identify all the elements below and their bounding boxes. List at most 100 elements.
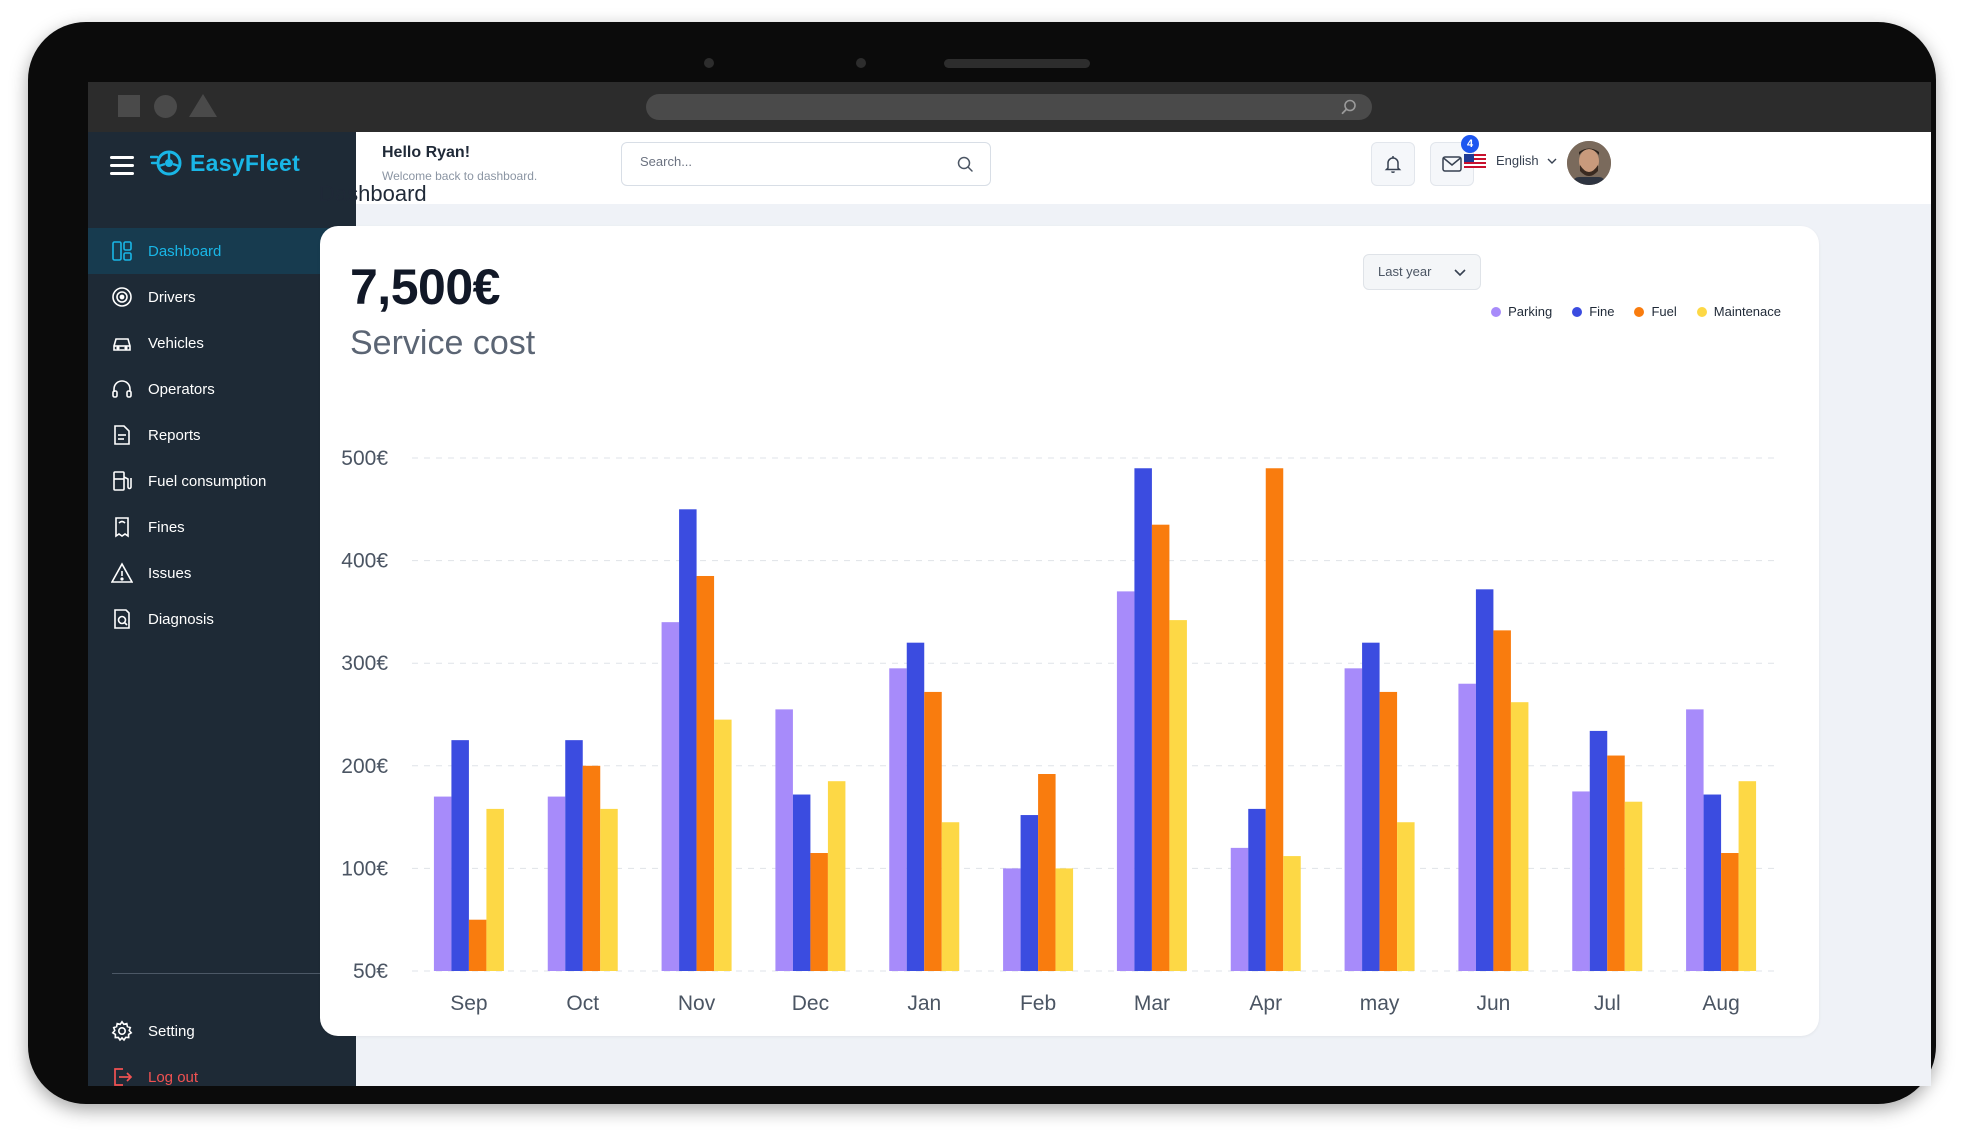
bar-fine-may[interactable] [1362, 642, 1380, 971]
search-input[interactable] [638, 153, 942, 170]
period-select[interactable]: Last year [1363, 254, 1481, 290]
bar-maintenace-jul[interactable] [1624, 801, 1643, 971]
sidebar-item-fines[interactable]: Fines [88, 504, 356, 550]
bar-maintenace-jan[interactable] [941, 822, 960, 971]
bar-parking-jul[interactable] [1572, 791, 1590, 971]
sidebar-item-operators[interactable]: Operators [88, 366, 356, 412]
legend-item-fine[interactable]: Fine [1572, 304, 1614, 319]
service-cost-chart: 50€ 100€ 200€ 300€ 400€ 500€ Sep Oct Nov Dec Jan Fe… [341, 447, 1778, 1015]
bar-fuel-may[interactable] [1379, 691, 1398, 971]
bar-parking-jun[interactable] [1458, 683, 1476, 971]
dashboard-icon [110, 239, 134, 263]
bar-fuel-jul[interactable] [1607, 755, 1625, 971]
avatar[interactable] [1567, 141, 1611, 185]
bar-fuel-nov[interactable] [696, 575, 715, 971]
legend-label: Maintenace [1713, 304, 1781, 319]
square-icon[interactable] [118, 95, 140, 117]
browser-toolbar [88, 82, 1931, 132]
bar-parking-mar[interactable] [1116, 591, 1135, 971]
bar-parking-feb[interactable] [1003, 868, 1021, 971]
legend-label: Fine [1589, 304, 1615, 319]
sidebar-item-label: Vehicles [148, 334, 204, 352]
bar-fine-jul[interactable] [1589, 730, 1608, 971]
bar-fine-jun[interactable] [1475, 589, 1494, 971]
circle-icon[interactable] [154, 95, 177, 118]
bar-fine-apr[interactable] [1248, 808, 1266, 971]
y-tick-label: 300€ [341, 652, 388, 675]
y-tick-label: 50€ [353, 960, 388, 983]
y-tick-label: 100€ [341, 857, 388, 880]
logo[interactable]: EasyFleet [150, 148, 300, 178]
bar-maintenace-oct[interactable] [600, 808, 618, 971]
triangle-icon[interactable] [189, 94, 217, 117]
bar-fine-dec[interactable] [792, 794, 811, 971]
sidebar-item-drivers[interactable]: Drivers [88, 274, 356, 320]
bar-fuel-sep[interactable] [468, 919, 487, 971]
bar-fuel-feb[interactable] [1038, 774, 1056, 971]
bar-maintenace-nov[interactable] [714, 719, 732, 971]
bar-fine-sep[interactable] [451, 740, 469, 971]
bar-maintenace-mar[interactable] [1169, 620, 1187, 971]
bar-maintenace-dec[interactable] [827, 781, 846, 971]
bar-maintenace-apr[interactable] [1283, 856, 1301, 971]
bar-maintenace-feb[interactable] [1055, 868, 1074, 971]
bar-fine-oct[interactable] [565, 740, 583, 971]
sidebar-item-logout[interactable]: Log out [88, 1054, 356, 1086]
bar-fine-mar[interactable] [1134, 468, 1152, 971]
bar-fuel-apr[interactable] [1265, 468, 1284, 971]
speaker-slot [944, 59, 1090, 68]
legend-item-parking[interactable]: Parking [1491, 304, 1552, 319]
bar-parking-jan[interactable] [889, 668, 907, 971]
sidebar-divider [112, 973, 336, 974]
bar-maintenace-aug[interactable] [1738, 781, 1757, 971]
menu-icon[interactable] [110, 156, 134, 175]
bar-parking-dec[interactable] [775, 709, 793, 971]
bar-parking-may[interactable] [1344, 668, 1363, 971]
legend-item-maintenance[interactable]: Maintenace [1696, 304, 1781, 319]
greeting-title: Hello Ryan! [382, 144, 471, 161]
bar-fuel-aug[interactable] [1721, 853, 1739, 971]
sidebar-item-vehicles[interactable]: Vehicles [88, 320, 356, 366]
bar-maintenace-may[interactable] [1397, 822, 1415, 971]
bar-fuel-jan[interactable] [924, 691, 942, 971]
sidebar-item-setting[interactable]: Setting [88, 1008, 356, 1054]
bar-fine-aug[interactable] [1703, 794, 1722, 971]
bar-fuel-mar[interactable] [1151, 524, 1170, 971]
screen: EasyFleet Dashboard [88, 82, 1931, 1086]
y-tick-label: 400€ [341, 550, 388, 573]
bar-maintenace-sep[interactable] [486, 808, 504, 971]
bar-fuel-jun[interactable] [1493, 630, 1511, 971]
period-select-value: Last year [1378, 264, 1432, 279]
bar-fine-feb[interactable] [1020, 815, 1039, 971]
x-tick-label: may [1360, 992, 1400, 1015]
sidebar-item-diagnosis[interactable]: Diagnosis [88, 596, 356, 642]
sidebar-item-issues[interactable]: Issues [88, 550, 356, 596]
address-bar[interactable] [646, 94, 1372, 120]
bar-parking-apr[interactable] [1230, 847, 1249, 971]
service-cost-label: Service cost [350, 324, 536, 362]
search-icon[interactable] [1340, 98, 1358, 116]
bar-parking-sep[interactable] [433, 796, 452, 971]
notifications-button[interactable] [1371, 142, 1415, 186]
sidebar-item-reports[interactable]: Reports [88, 412, 356, 458]
bar-fine-nov[interactable] [679, 509, 697, 971]
sidebar-item-dashboard[interactable]: Dashboard [88, 228, 356, 274]
bar-fuel-oct[interactable] [582, 765, 601, 971]
language-selector[interactable]: English [1464, 153, 1559, 168]
bar-parking-oct[interactable] [547, 796, 566, 971]
sensor-dot [856, 58, 866, 68]
bar-fine-jan[interactable] [906, 642, 925, 971]
bar-parking-nov[interactable] [661, 622, 680, 971]
legend-item-fuel[interactable]: Fuel [1634, 304, 1677, 319]
search-icon[interactable] [956, 155, 974, 173]
x-tick-label: Jul [1594, 992, 1621, 1015]
bar-maintenace-jun[interactable] [1510, 702, 1529, 971]
sidebar-item-label: Drivers [148, 288, 196, 306]
mail-badge: 4 [1461, 135, 1479, 153]
sidebar-item-fuel-consumption[interactable]: Fuel consumption [88, 458, 356, 504]
legend-label: Parking [1508, 304, 1553, 319]
bar-parking-aug[interactable] [1686, 709, 1704, 971]
search-box[interactable] [621, 142, 991, 186]
bar-fuel-dec[interactable] [810, 853, 828, 971]
service-cost-card: 7,500€ Service cost Last year Parking Fi… [320, 226, 1819, 1036]
